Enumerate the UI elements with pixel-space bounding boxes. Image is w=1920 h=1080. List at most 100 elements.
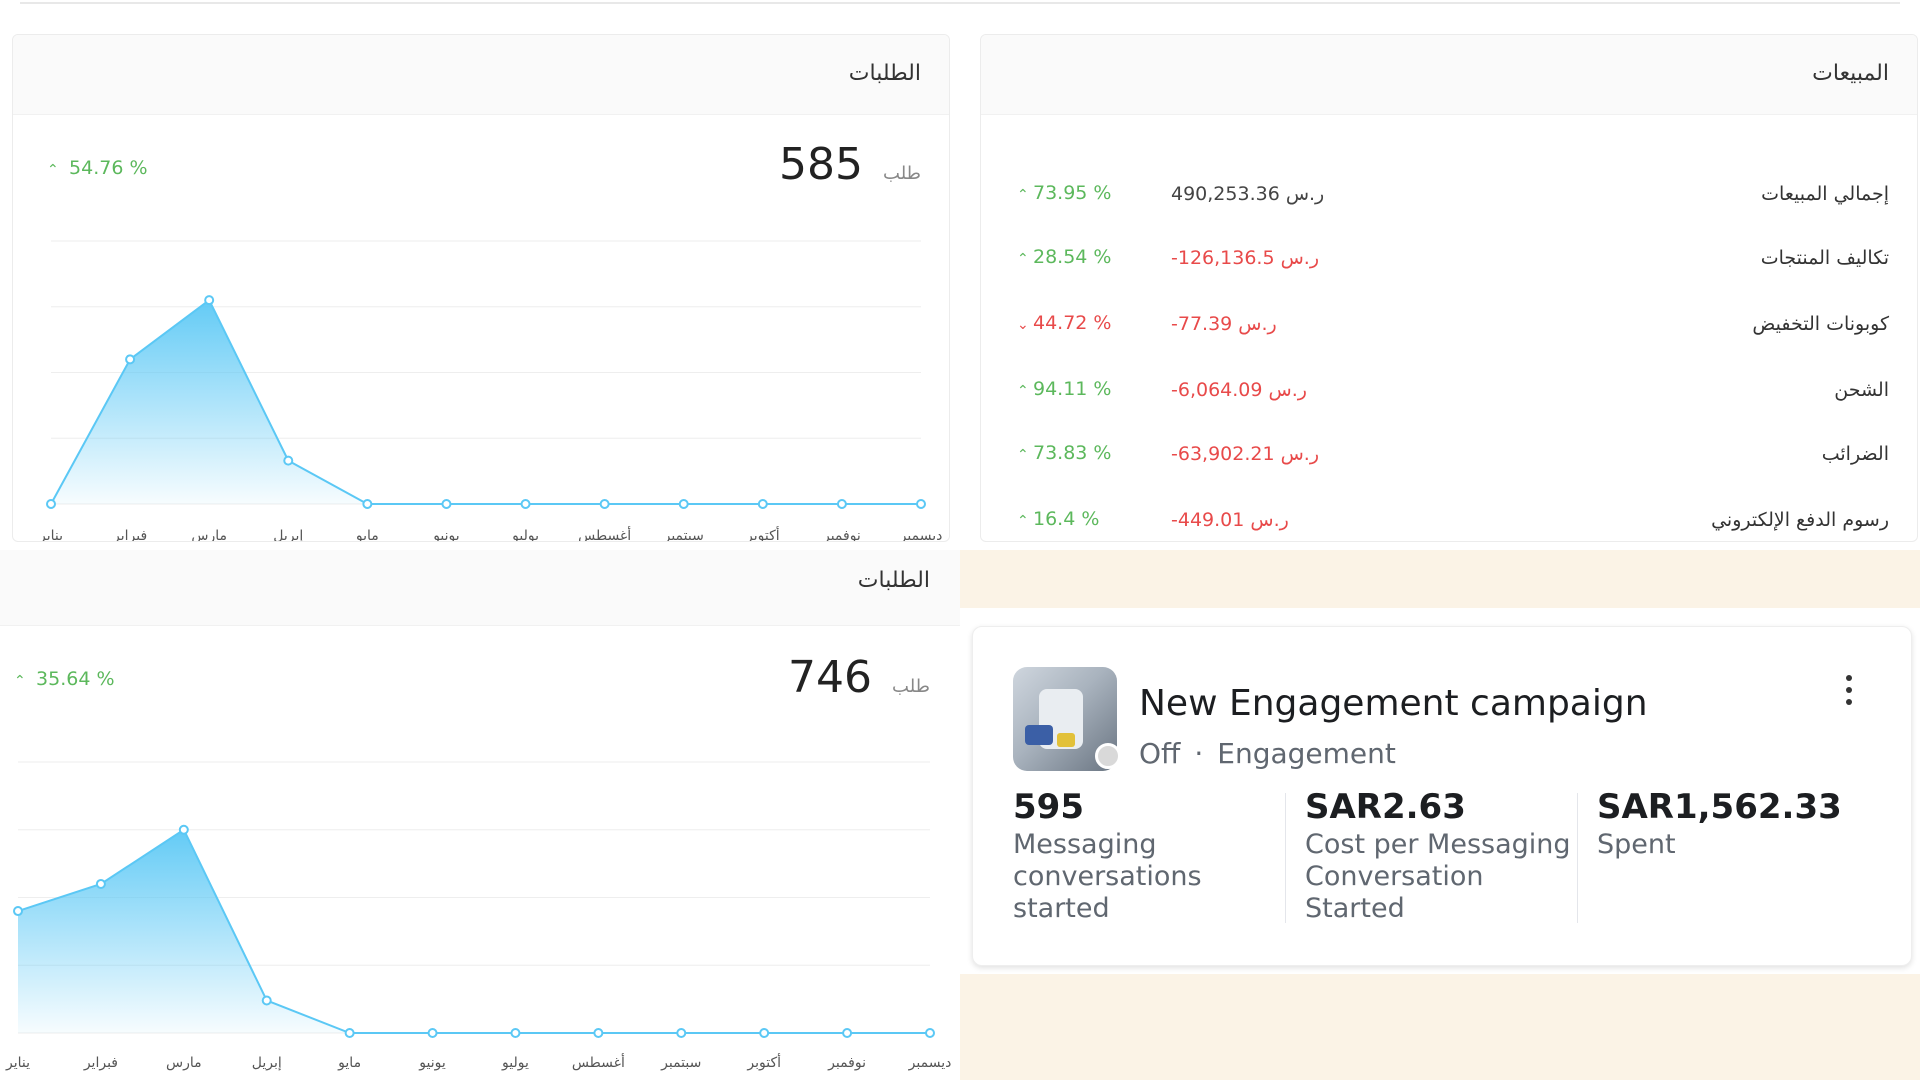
sales-change: ⌃ 16.4 % [1017, 508, 1099, 530]
sales-row: ⌃ 73.83 % -63,902.21 ر.س الضرائب [981, 435, 1917, 475]
data-point[interactable] [46, 499, 56, 509]
decorative-pattern-band-bottom [960, 974, 1920, 1080]
campaign-separator: · [1194, 737, 1204, 770]
data-point[interactable] [593, 1028, 604, 1038]
metric-label: Spent [1597, 829, 1676, 860]
data-point[interactable] [925, 1028, 935, 1038]
x-tick-label: سبتمبر [663, 528, 704, 542]
series-line [50, 298, 921, 505]
orders-unit: طلب [883, 163, 921, 184]
x-tick-label: يوليو [501, 1055, 529, 1071]
campaign-card[interactable]: New Engagement campaign Off · Engagement 5… [972, 626, 1912, 966]
data-point[interactable] [362, 499, 373, 509]
data-point[interactable] [427, 1028, 438, 1038]
more-vertical-icon[interactable] [1843, 675, 1855, 715]
data-point[interactable] [678, 499, 689, 509]
sales-change: ⌃ 73.83 % [1017, 442, 1112, 464]
sales-card-header: المبيعات [981, 35, 1917, 115]
data-point[interactable] [836, 499, 847, 509]
orders-bottom-total-value: 746 [788, 652, 873, 703]
data-point[interactable] [125, 354, 136, 365]
sales-label: إجمالي المبيعات [1761, 183, 1889, 205]
x-tick-label: فبراير [83, 1055, 118, 1071]
data-point[interactable] [759, 1028, 770, 1038]
x-tick-label: نوفمبر [822, 528, 861, 542]
data-point[interactable] [510, 1028, 521, 1038]
chevron-up-icon: ⌃ [1017, 251, 1029, 267]
x-tick-label: يونيو [418, 1055, 446, 1071]
metric-value: SAR2.63 [1305, 787, 1466, 827]
metric-value: 595 [1013, 787, 1084, 827]
chevron-up-icon: ⌃ [47, 162, 59, 178]
sales-value: -77.39 ر.س [1171, 313, 1277, 335]
data-point[interactable] [283, 455, 294, 466]
campaign-subtitle: Off · Engagement [1139, 737, 1396, 770]
sales-change-value: 73.95 % [1033, 182, 1112, 204]
x-tick-label: يناير [5, 1055, 30, 1071]
sales-change-value: 44.72 % [1033, 312, 1112, 334]
orders-card-bottom-title: الطلبات [857, 568, 930, 593]
orders-bottom-change: ⌃ 35.64 % [14, 668, 115, 690]
orders-bottom-total: طلب 746 [788, 652, 930, 703]
data-point[interactable] [520, 499, 531, 509]
x-tick-label: نوفمبر [827, 1055, 866, 1071]
thumbnail-blue-shape [1025, 725, 1053, 745]
x-tick-label: فبراير [112, 528, 147, 542]
orders-total-value: 585 [779, 139, 864, 190]
data-point[interactable] [676, 1028, 687, 1038]
orders-card-top: الطلبات طلب 585 ⌃ 54.76 % يناير فبراير مار… [12, 34, 950, 542]
sales-row: ⌃ 94.11 % -6,064.09 ر.س الشحن [981, 371, 1917, 411]
x-tick-label: إبريل [252, 1055, 282, 1071]
sales-row: ⌃ 73.95 % 490,253.36 ر.س إجمالي المبيعات [981, 175, 1917, 215]
x-tick-label: ديسمبر [908, 1055, 952, 1071]
sales-value: -449.01 ر.س [1171, 509, 1289, 531]
x-tick-label: مايو [355, 528, 379, 542]
sales-label: تكاليف المنتجات [1760, 247, 1889, 269]
thumbnail-yellow-shape [1057, 733, 1075, 747]
sales-card: المبيعات ⌃ 73.95 % 490,253.36 ر.س إجمالي ال… [980, 34, 1918, 542]
sales-label: الضرائب [1821, 443, 1889, 465]
data-point[interactable] [441, 499, 452, 509]
orders-bottom-unit: طلب [892, 676, 930, 697]
sales-change-value: 28.54 % [1033, 246, 1112, 268]
orders-change-value: 54.76 % [69, 157, 148, 179]
chevron-up-icon: ⌃ [1017, 447, 1029, 463]
x-tick-label: يونيو [432, 528, 460, 542]
metric-label: Messaging conversations started [1013, 829, 1202, 924]
metric-divider [1285, 793, 1286, 923]
orders-total: طلب 585 [779, 139, 921, 190]
data-point[interactable] [916, 499, 926, 509]
data-point[interactable] [178, 824, 189, 835]
x-tick-label: يناير [38, 528, 63, 542]
sales-value: -6,064.09 ر.س [1171, 379, 1307, 401]
campaign-status: Off [1139, 737, 1181, 770]
chevron-down-icon: ⌄ [1017, 317, 1029, 333]
data-point[interactable] [261, 995, 272, 1006]
data-point[interactable] [13, 906, 23, 917]
metric-value: SAR1,562.33 [1597, 787, 1842, 827]
x-tick-label: أغسطس [578, 526, 631, 542]
series-area [18, 829, 930, 1033]
status-dot-icon [1095, 743, 1121, 769]
series-line [17, 828, 930, 1034]
orders-chart-bottom: يناير فبراير مارس إبريل مايو يونيو يوليو أغسطس س… [5, 761, 952, 1071]
sales-value: 490,253.36 ر.س [1171, 183, 1325, 205]
chevron-up-icon: ⌃ [1017, 187, 1029, 203]
sales-change: ⌄ 44.72 % [1017, 312, 1112, 334]
sales-change: ⌃ 94.11 % [1017, 378, 1112, 400]
data-point[interactable] [95, 878, 106, 889]
data-point[interactable] [599, 499, 610, 509]
sales-label: كوبونات التخفيض [1752, 313, 1889, 335]
orders-card-bottom-header: الطلبات [0, 550, 960, 626]
x-tick-label: أكتوبر [746, 1053, 781, 1071]
data-point[interactable] [344, 1028, 355, 1038]
data-point[interactable] [204, 295, 215, 306]
x-tick-label: أغسطس [572, 1053, 625, 1071]
orders-card-header: الطلبات [13, 35, 949, 115]
chevron-up-icon: ⌃ [14, 673, 26, 689]
data-point[interactable] [842, 1028, 853, 1038]
data-point[interactable] [757, 499, 768, 509]
x-tick-label: إبريل [273, 528, 303, 542]
campaign-title[interactable]: New Engagement campaign [1139, 683, 1648, 724]
orders-card-bottom: الطلبات طلب 746 ⌃ 35.64 % يناير فبراير مار… [0, 550, 960, 1080]
